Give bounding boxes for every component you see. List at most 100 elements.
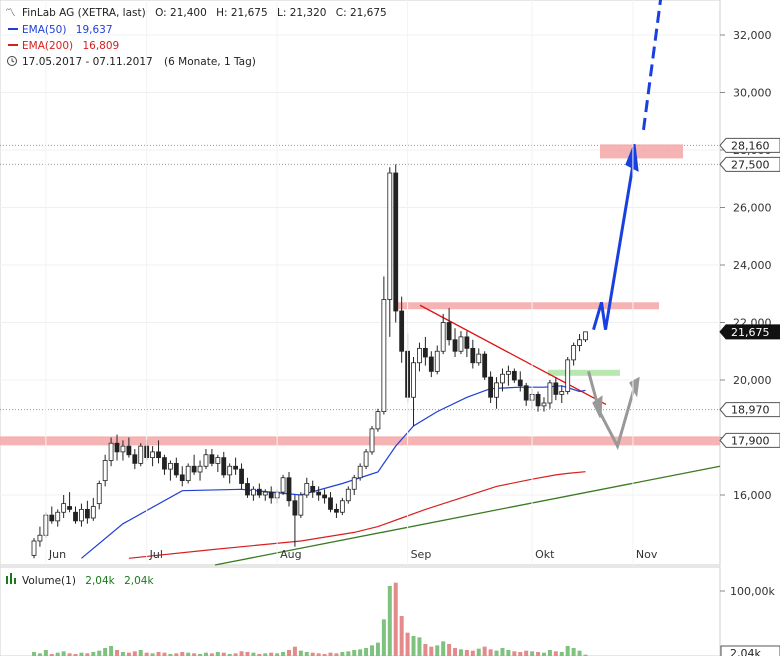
volume-bar — [156, 652, 161, 656]
volume-bar — [464, 650, 469, 656]
target-zone — [600, 144, 683, 159]
volume-bar — [120, 652, 125, 656]
price-tag-label: 18,970 — [731, 404, 770, 417]
candle-body — [494, 382, 499, 398]
candle-body — [114, 442, 120, 453]
volume-bar — [553, 651, 558, 656]
date-range: 17.05.2017 - 07.11.2017 — [22, 56, 153, 68]
volume-bar — [227, 654, 232, 656]
price-tag — [719, 432, 780, 448]
candle-body — [84, 508, 90, 519]
alt-arrowhead-down — [592, 395, 603, 418]
volume-bar — [304, 652, 309, 656]
volume-last-tag — [720, 645, 780, 656]
candle-body — [482, 353, 488, 378]
volume-bar — [316, 653, 321, 656]
candle-body — [245, 483, 250, 496]
period: (6 Monate, 1 Tag) — [164, 56, 256, 68]
volume-bar — [530, 651, 535, 656]
chart-title: FinLab AG (XETRA, last) — [22, 7, 146, 19]
volume-bar — [43, 650, 48, 656]
candle-body — [156, 451, 161, 459]
volume-bar — [97, 650, 102, 656]
volume-bar — [370, 645, 375, 656]
clock-hands — [11, 58, 15, 63]
candle-body — [233, 465, 239, 470]
volume-bar — [417, 637, 422, 656]
volume-bar — [435, 645, 440, 656]
month-label: Jun — [48, 548, 66, 561]
svg-text:Volume(1) 2,04k 2,: Volume(1) 2,04k 2,04k — [22, 575, 154, 587]
candle-body — [565, 359, 571, 392]
candle-body — [583, 331, 588, 341]
volume-bar — [263, 653, 268, 656]
volume-bar — [536, 652, 541, 656]
volume-bar — [310, 652, 315, 656]
volume-legend: Volume(1) 2,04k 2,04k — [6, 573, 154, 587]
candle-body — [132, 454, 138, 464]
volume-bars — [32, 582, 588, 656]
trend-line — [214, 465, 721, 566]
volume-bar — [524, 650, 529, 656]
candle-body — [280, 477, 286, 493]
volume-bar — [577, 650, 582, 656]
volume-bar — [79, 652, 84, 656]
svg-text:17.05.2017 - 07.11.2017: 17.05.2017 - 07.11.2017 (6 Monate, 1 Tag… — [22, 56, 256, 68]
volume-bar — [541, 652, 546, 656]
open-value: O: 21,400 — [155, 7, 207, 19]
gridlines — [0, 34, 720, 496]
candle-body — [422, 347, 428, 358]
candle-body — [185, 465, 191, 482]
candle-body — [357, 465, 363, 479]
candle-body — [108, 442, 114, 461]
candle-body — [227, 465, 233, 476]
volume-bar — [488, 649, 493, 656]
volume-bar — [91, 652, 96, 656]
volume-bar — [559, 652, 564, 656]
candle-body — [369, 428, 375, 453]
candle-body — [120, 445, 126, 453]
candle-body — [464, 336, 470, 349]
volume-bar — [447, 644, 452, 656]
volume-bar — [251, 652, 256, 656]
breakout-zone — [548, 369, 620, 376]
support-zone — [0, 436, 720, 446]
alt-scenario-arrow — [587, 370, 638, 451]
price-tick-label: 30,000 — [733, 87, 772, 100]
volume-bar — [144, 652, 149, 656]
candle-body — [102, 460, 108, 482]
zones — [0, 144, 721, 566]
volume-bar — [500, 648, 505, 656]
volume-bar — [298, 650, 303, 656]
month-label: Jul — [149, 548, 163, 561]
ema200-line — [128, 471, 586, 559]
projection-arrow-main — [592, 161, 635, 331]
candle-body — [37, 534, 43, 542]
volume-bar — [180, 652, 185, 656]
volume-bar — [411, 636, 416, 656]
resistance-zone — [395, 302, 659, 310]
candle-body — [363, 451, 369, 467]
candle-body — [553, 382, 559, 395]
volume-axis-label: 100,00k — [730, 585, 775, 598]
volume-bar — [132, 651, 137, 656]
downtrend-line — [419, 304, 607, 406]
ema50-label: EMA(50) — [22, 24, 66, 36]
price-tick-label: 26,000 — [733, 202, 772, 215]
svg-text:FinLab AG (XETRA, last): FinLab AG (XETRA, last) O: 21,400 H: 21,… — [22, 7, 387, 19]
volume-bar — [168, 654, 173, 656]
candle-body — [251, 488, 256, 496]
candle-body — [179, 474, 185, 482]
svg-text:EMA(200) 16,809: EMA(200) 16,809 — [22, 40, 119, 52]
candle-body — [523, 385, 529, 401]
volume-bar — [85, 653, 90, 656]
price-tick-label: 32,000 — [733, 29, 772, 42]
price-tick-label: 24,000 — [733, 259, 772, 272]
candle-body — [381, 299, 387, 413]
volume-bar — [399, 616, 404, 656]
volume-bar — [245, 652, 250, 656]
candle-body — [310, 485, 316, 493]
volume-bar — [73, 654, 78, 656]
candle-body — [49, 514, 55, 522]
